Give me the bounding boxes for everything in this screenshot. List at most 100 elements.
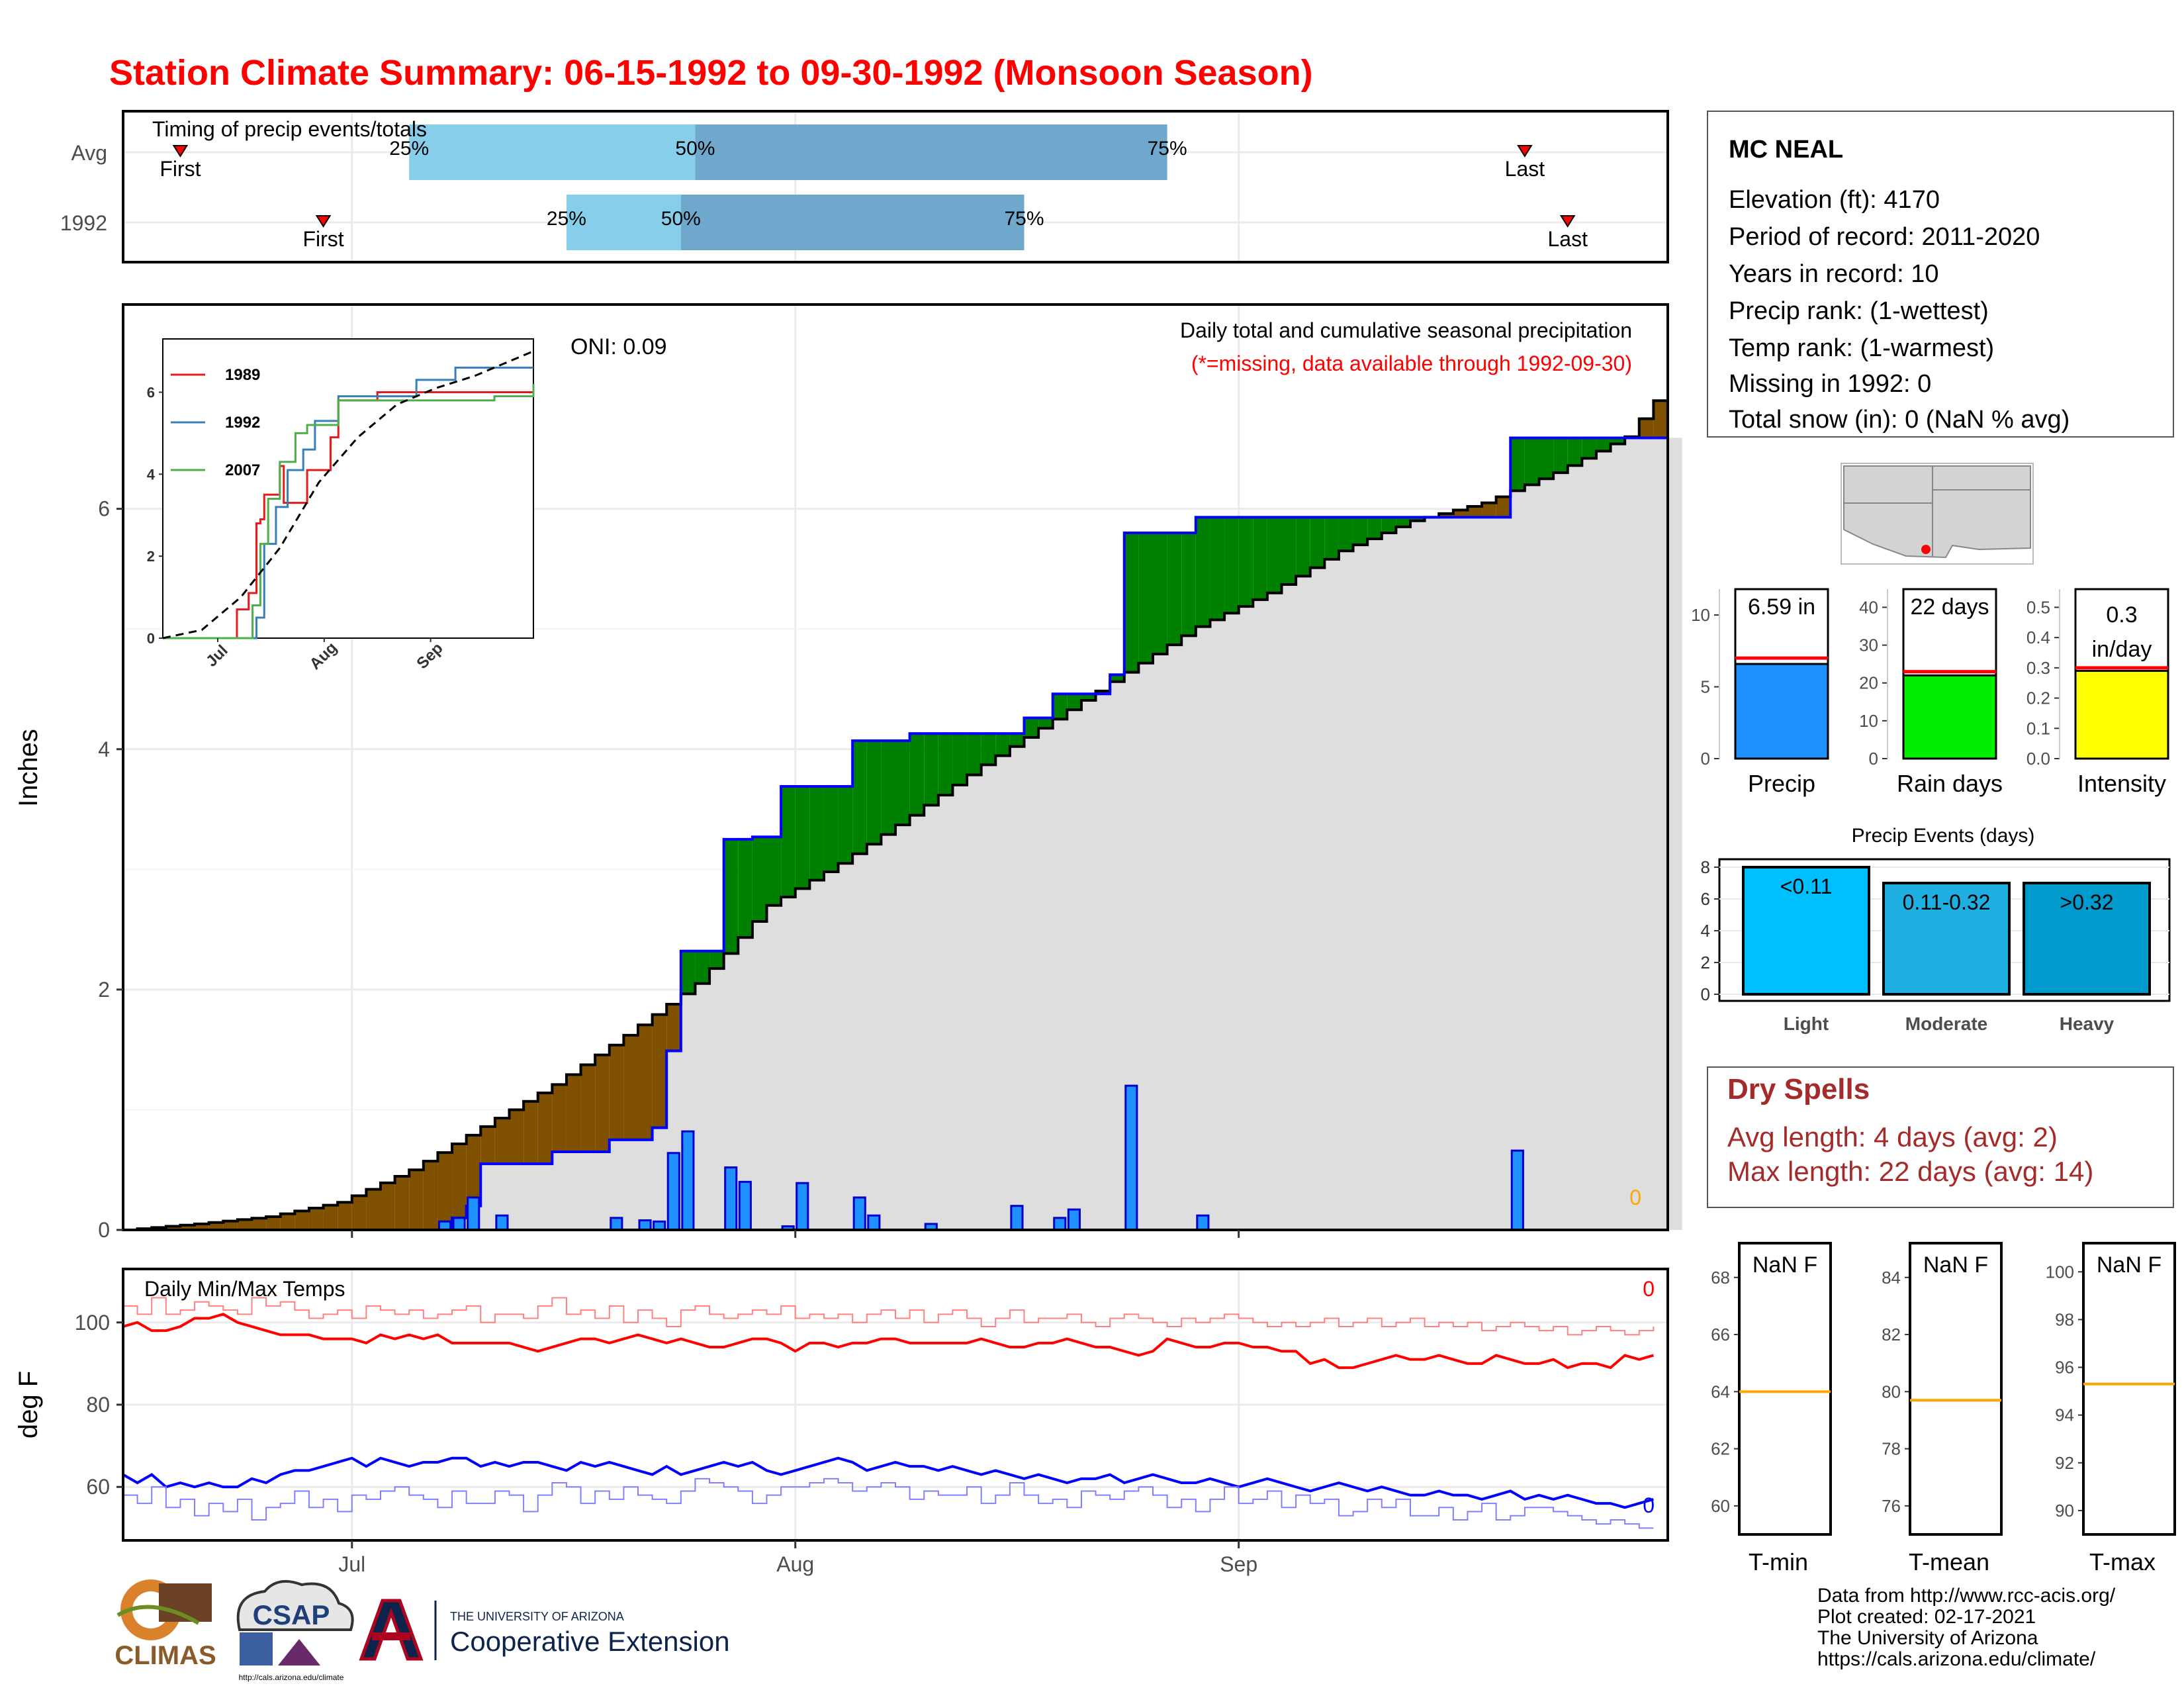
events-y-tick-label: 6 xyxy=(1701,889,1710,909)
above-average-fill xyxy=(1281,517,1297,585)
above-average-fill xyxy=(1052,694,1068,720)
below-average-fill xyxy=(308,1207,324,1230)
daily-precip-bar xyxy=(1196,1214,1210,1231)
temp-box-label: T-max xyxy=(2089,1548,2156,1575)
y-tick-label: 60 xyxy=(86,1475,110,1499)
station-line: Elevation (ft): 4170 xyxy=(1729,186,1940,214)
above-average-fill xyxy=(866,741,882,845)
daily-temp-line xyxy=(122,1456,1654,1509)
timing-bar-upper xyxy=(695,124,1167,180)
above-average-fill xyxy=(1210,517,1225,620)
inset-lines xyxy=(162,350,535,639)
above-average-fill xyxy=(738,839,752,938)
below-average-fill xyxy=(266,1217,281,1230)
credit-line: The University of Arizona xyxy=(1817,1627,2038,1649)
timing-row-avg: Avg xyxy=(71,141,107,165)
daily-temp-line xyxy=(122,1313,1654,1370)
below-average-fill xyxy=(452,1144,467,1218)
summary-y-tick-label: 0.4 xyxy=(2026,628,2050,647)
above-average-fill xyxy=(1110,675,1124,682)
region-map-shape xyxy=(1843,465,2031,559)
below-average-fill xyxy=(1482,502,1496,518)
below-average-fill xyxy=(351,1196,367,1230)
timing-pct-label: 75% xyxy=(1148,138,1187,160)
first-event-marker xyxy=(172,145,189,158)
temp-box-y-tick-label: 96 xyxy=(2055,1358,2074,1378)
first-label: First xyxy=(159,157,201,181)
timing-pct-label: 50% xyxy=(661,208,701,230)
precip-y-axis: 0 2 4 6 xyxy=(98,497,1240,1242)
above-average-fill xyxy=(1067,694,1081,710)
temp-box-y-tick-label: 92 xyxy=(2055,1453,2074,1473)
below-average-fill xyxy=(623,1035,638,1140)
above-average-fill xyxy=(1367,517,1382,539)
precip-event-bar-text: <0.11 xyxy=(1780,874,1833,898)
tmin-missing-count: 0 xyxy=(1643,1493,1655,1517)
timing-row-1992: 1992 xyxy=(60,211,107,235)
above-average-fill xyxy=(1338,517,1353,551)
month-x-axis: Jul Aug Sep xyxy=(338,1540,1257,1576)
below-average-fill xyxy=(1639,418,1654,438)
daily-precip-bar xyxy=(796,1182,809,1231)
below-average-fill xyxy=(1453,510,1468,518)
station-location-dot xyxy=(1921,545,1931,554)
events-y-tick-label: 0 xyxy=(1701,984,1710,1004)
below-average-fill xyxy=(509,1109,524,1164)
precip-event-bar xyxy=(1742,866,1870,996)
summary-y-tick-label: 0.5 xyxy=(2026,597,2050,617)
summary-y-tick-label: 10 xyxy=(1859,711,1878,731)
normal-temp-line xyxy=(123,1477,1654,1529)
inset-y-tick-label: 2 xyxy=(147,548,155,565)
x-tick-label: Sep xyxy=(1220,1552,1257,1576)
temp-box-y-tick-label: 60 xyxy=(1711,1496,1730,1516)
below-average-fill xyxy=(537,1093,553,1164)
temp-lines xyxy=(122,1297,1655,1529)
last-event-marker xyxy=(1517,145,1533,158)
below-average-fill xyxy=(437,1152,453,1230)
temp-box-y-tick-label: 82 xyxy=(1882,1325,1901,1344)
above-average-fill xyxy=(1582,438,1596,459)
summary-y-tick-label: 10 xyxy=(1691,605,1710,625)
daily-precip-bar xyxy=(467,1196,480,1231)
below-average-fill xyxy=(552,1084,567,1152)
station-line: Total snow (in): 0 (NaN % avg) xyxy=(1729,406,2070,434)
summary-value-label: 22 days xyxy=(1910,594,1989,620)
daily-precip-bar xyxy=(1053,1217,1067,1231)
daily-precip-bar xyxy=(852,1196,866,1231)
above-average-fill xyxy=(1224,517,1239,614)
below-average-fill xyxy=(237,1219,252,1230)
summary-y-tick-label: 0 xyxy=(1701,749,1710,769)
y-tick-label: 0 xyxy=(98,1218,110,1242)
below-average-fill xyxy=(466,1135,481,1206)
above-average-fill xyxy=(995,733,1010,756)
inset-series-line xyxy=(163,366,533,639)
precip-event-bar-text: 0.11-0.32 xyxy=(1903,890,1991,914)
above-average-fill xyxy=(1267,517,1282,593)
above-average-fill xyxy=(881,741,895,835)
above-average-fill xyxy=(909,733,925,816)
above-average-fill xyxy=(1181,532,1196,636)
above-average-fill xyxy=(1553,438,1568,473)
temp-box-y-tick-label: 94 xyxy=(2055,1405,2074,1425)
below-average-fill xyxy=(251,1218,267,1230)
temp-box-y-tick-label: 100 xyxy=(2046,1262,2074,1282)
below-average-fill xyxy=(638,1025,653,1140)
inset-series-line xyxy=(163,384,535,639)
above-average-fill xyxy=(695,951,710,984)
temp-box-y-tick-label: 68 xyxy=(1711,1268,1730,1288)
above-average-fill xyxy=(952,733,968,785)
temp-box-y-tick-label: 76 xyxy=(1882,1496,1901,1516)
climas-logo: CLIMAS xyxy=(114,1579,216,1670)
daily-precip-bar xyxy=(495,1214,509,1231)
above-average-fill xyxy=(752,837,767,921)
inset-legend-label: 2007 xyxy=(225,461,260,479)
y-tick-label: 80 xyxy=(86,1393,110,1417)
below-average-fill xyxy=(381,1182,395,1230)
daily-precip-bar xyxy=(610,1217,623,1231)
precip-missing-count: 0 xyxy=(1629,1186,1641,1209)
timing-pct-label: 50% xyxy=(675,138,715,160)
summary-y-tick-label: 0.1 xyxy=(2026,718,2050,738)
above-average-fill xyxy=(1038,718,1053,729)
temp-box-frame xyxy=(1738,1242,1832,1536)
summary-y-tick-label: 5 xyxy=(1701,677,1710,697)
